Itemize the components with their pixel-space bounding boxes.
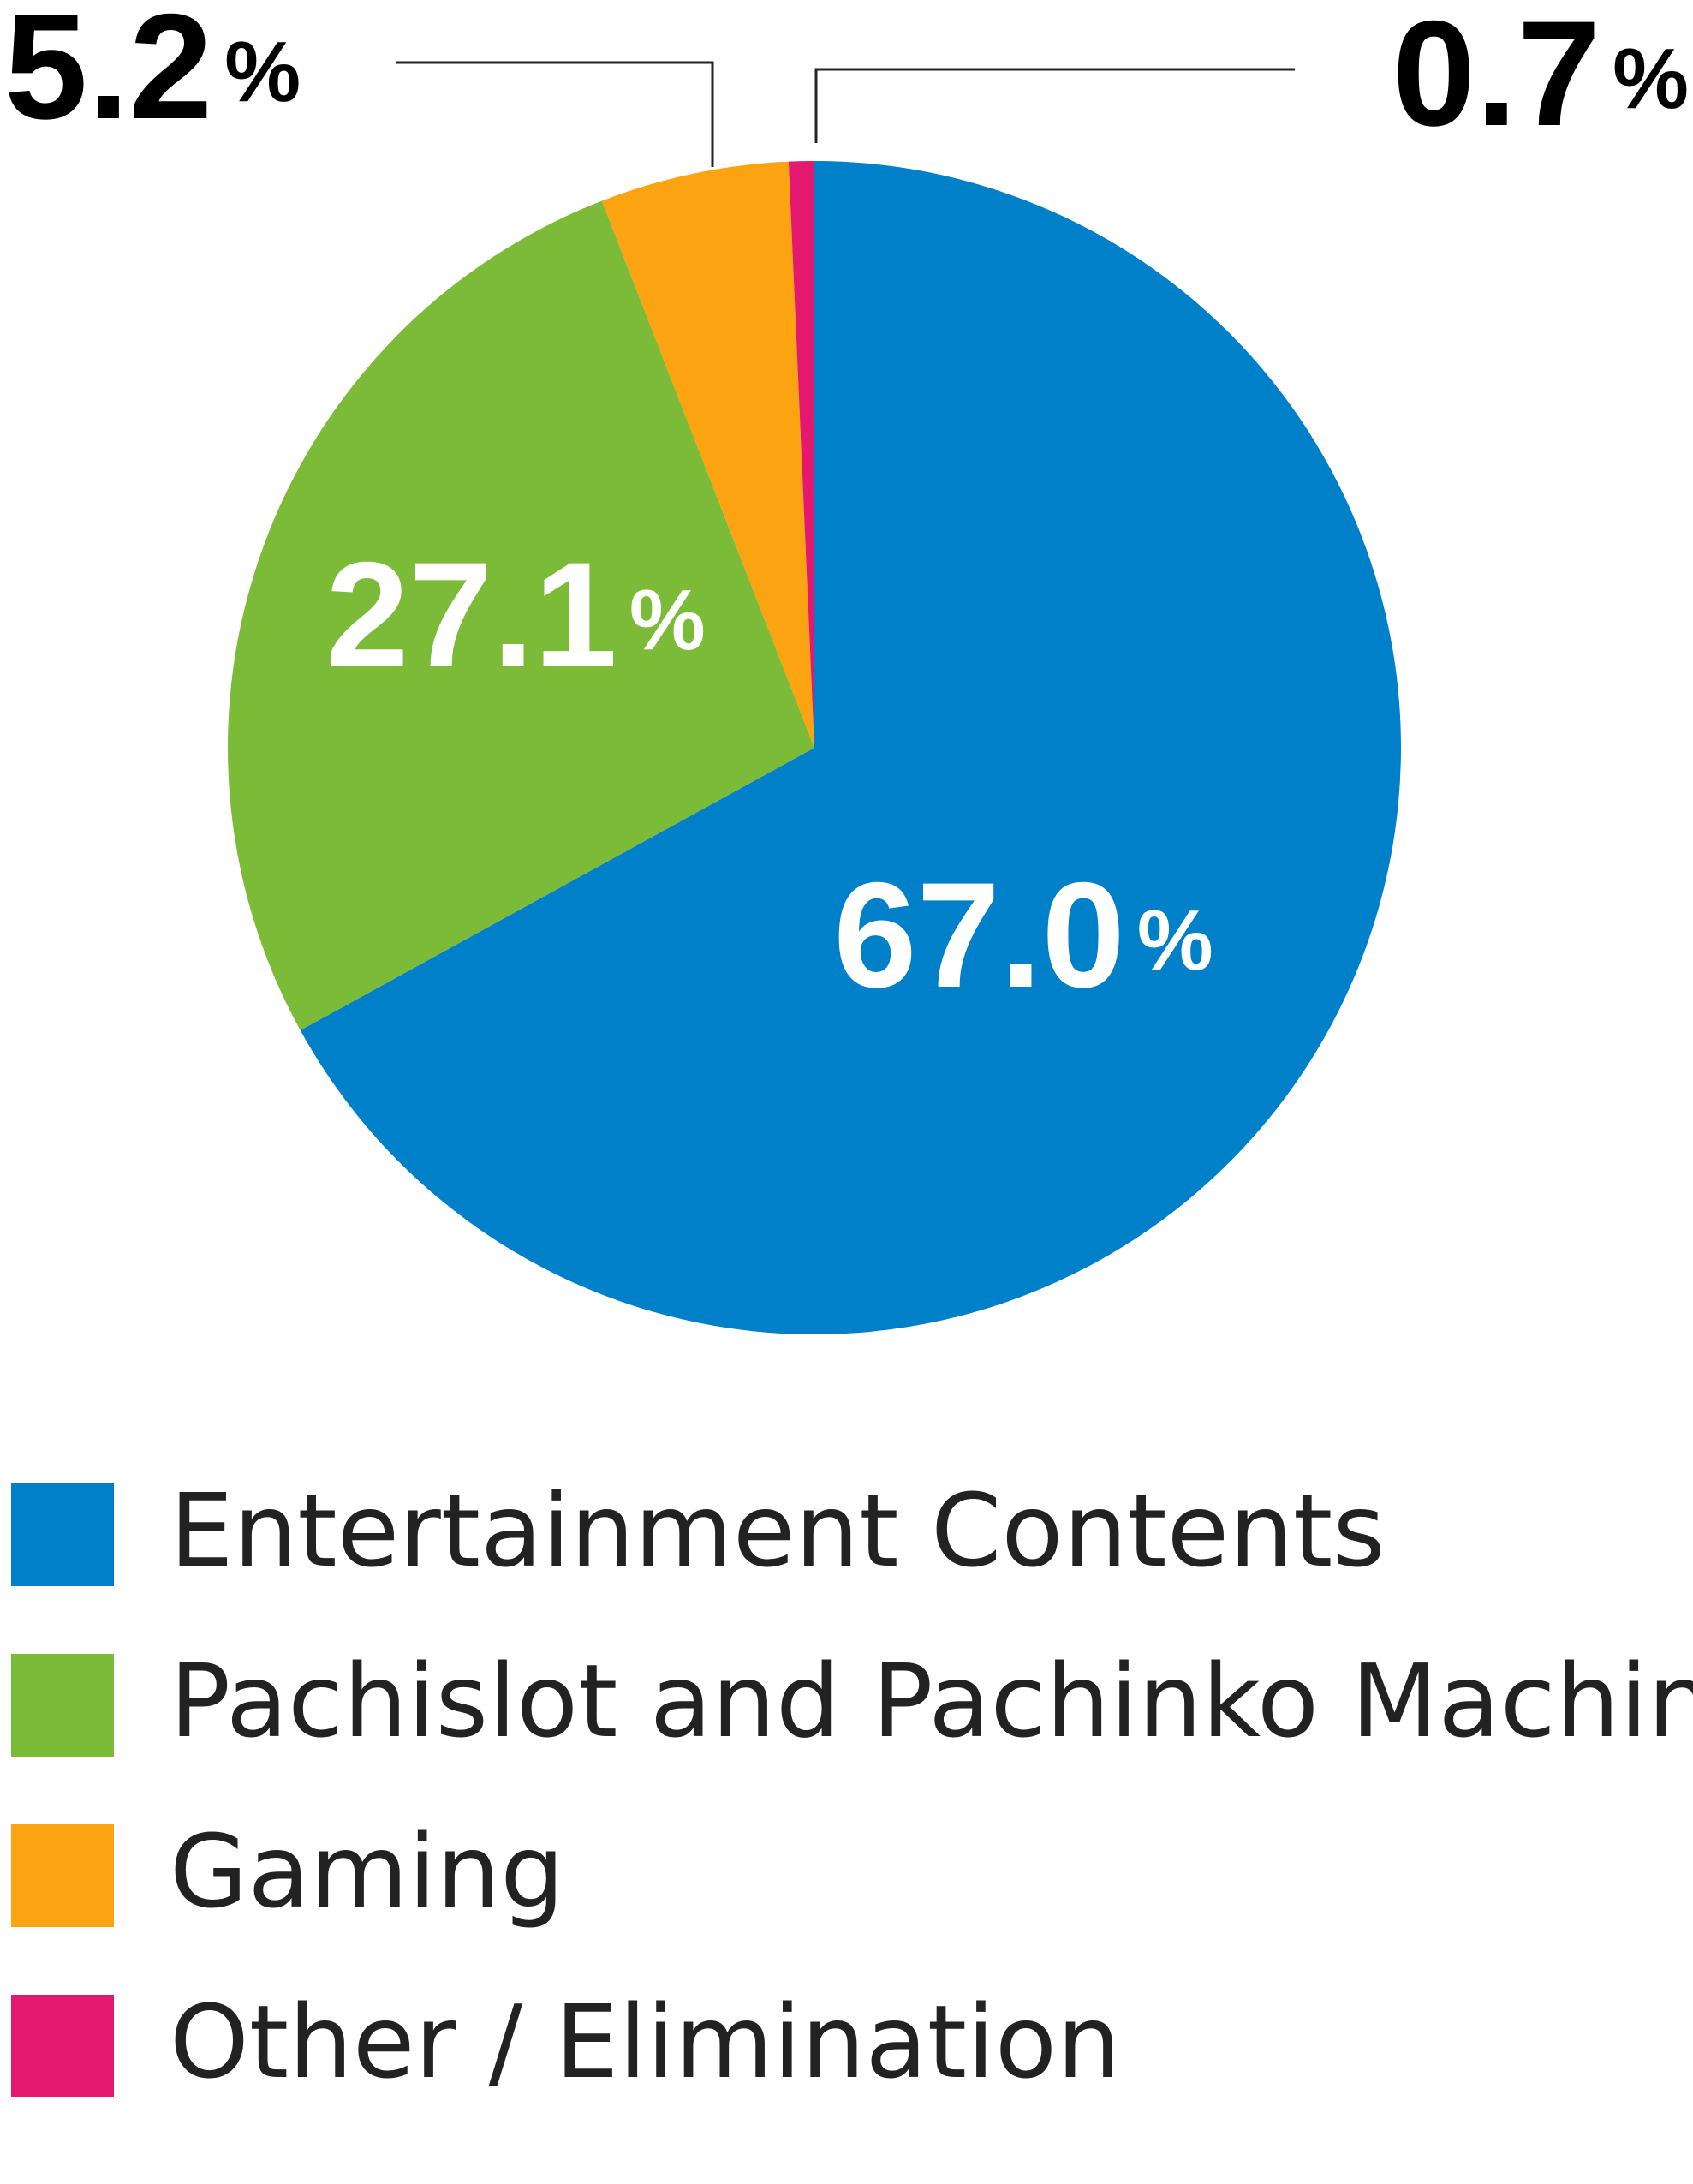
legend-label: Pachislot and Pachinko Machines: [170, 1642, 1693, 1760]
pie-slice: [228, 200, 814, 1031]
data-label: 27.1%: [325, 532, 706, 699]
leader-line: [396, 61, 714, 167]
leader-line: [814, 68, 1295, 143]
pie-slice: [300, 161, 1402, 1334]
legend-label: Gaming: [170, 1812, 564, 1930]
legend-label: Entertainment Contents: [170, 1471, 1386, 1590]
legend-swatch: [11, 1654, 114, 1757]
legend-swatch: [11, 1824, 114, 1927]
data-label: 67.0%: [833, 852, 1213, 1019]
legend-label: Other / Elimination: [170, 1983, 1121, 2101]
legend-swatch: [11, 1995, 114, 2097]
data-label: 0.7%: [1392, 0, 1689, 158]
legend-swatch: [11, 1483, 114, 1586]
pie-slice: [788, 161, 814, 748]
data-label: 5.2%: [4, 0, 301, 151]
pie-slice: [601, 161, 814, 748]
